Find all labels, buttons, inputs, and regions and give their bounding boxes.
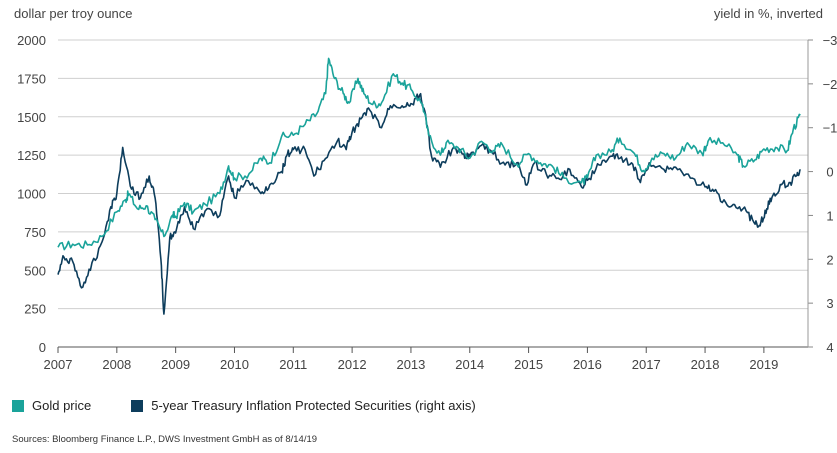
legend-swatch-tips	[131, 399, 144, 412]
right-tick-label: 0	[826, 165, 833, 180]
x-tick-label: 2017	[632, 357, 661, 372]
left-axis-ticks: 0 250 500 750 1000 1250 1500 1750 2000	[17, 33, 46, 355]
x-tick-label: 2014	[455, 357, 484, 372]
x-tick-label: 2012	[338, 357, 367, 372]
right-tick-label: −2	[823, 77, 837, 92]
x-tick-label: 2009	[161, 357, 190, 372]
x-tick-label: 2007	[44, 357, 73, 372]
x-tick-label: 2015	[514, 357, 543, 372]
x-tick-label: 2013	[396, 357, 425, 372]
x-tick-label: 2008	[102, 357, 131, 372]
left-tick-label: 250	[24, 302, 46, 317]
left-axis-title: dollar per troy ounce	[14, 6, 133, 21]
left-tick-label: 500	[24, 263, 46, 278]
tips-yield-line	[57, 92, 802, 315]
left-tick-label: 1000	[17, 187, 46, 202]
right-tick-label: −1	[823, 121, 837, 136]
left-tick-label: 750	[24, 225, 46, 240]
right-tick-label: 2	[826, 252, 833, 267]
x-tick-label: 2011	[279, 357, 307, 372]
left-tick-label: 1500	[17, 110, 46, 125]
right-axis-title: yield in %, inverted	[713, 6, 823, 21]
x-tick-label: 2010	[220, 357, 249, 372]
right-tick-label: 3	[826, 296, 833, 311]
gold-price-line	[57, 57, 801, 251]
legend: Gold price 5-year Treasury Inflation Pro…	[12, 398, 516, 413]
right-axis-ticks: 4 3 2 1 0 −1 −2 −3	[807, 33, 837, 355]
legend-swatch-gold	[12, 399, 24, 412]
left-tick-label: 0	[39, 340, 46, 355]
series-lines	[57, 57, 802, 315]
right-tick-label: 4	[826, 340, 833, 355]
legend-item-gold: Gold price	[12, 398, 91, 413]
legend-item-tips: 5-year Treasury Inflation Protected Secu…	[131, 398, 476, 413]
left-tick-label: 1250	[17, 148, 46, 163]
grid-lines	[58, 39, 808, 348]
left-tick-label: 1750	[17, 71, 46, 86]
source-note: Sources: Bloomberg Finance L.P., DWS Inv…	[12, 434, 318, 445]
x-tick-label: 2016	[573, 357, 602, 372]
chart: 0 250 500 750 1000 1250 1500 1750 2000 4 3 2 1 0 −1 −2…	[17, 33, 837, 372]
x-axis-ticks: 2007 2008 2009 2010 2011 2012 2013 2014 2015 2016…	[44, 347, 778, 372]
legend-label-gold: Gold price	[32, 398, 92, 413]
right-tick-label: 1	[826, 208, 833, 223]
x-tick-label: 2018	[691, 357, 720, 372]
left-tick-label: 2000	[17, 33, 46, 48]
right-tick-label: −3	[823, 33, 837, 48]
x-tick-label: 2019	[749, 357, 778, 372]
legend-label-tips: 5-year Treasury Inflation Protected Secu…	[151, 398, 476, 413]
